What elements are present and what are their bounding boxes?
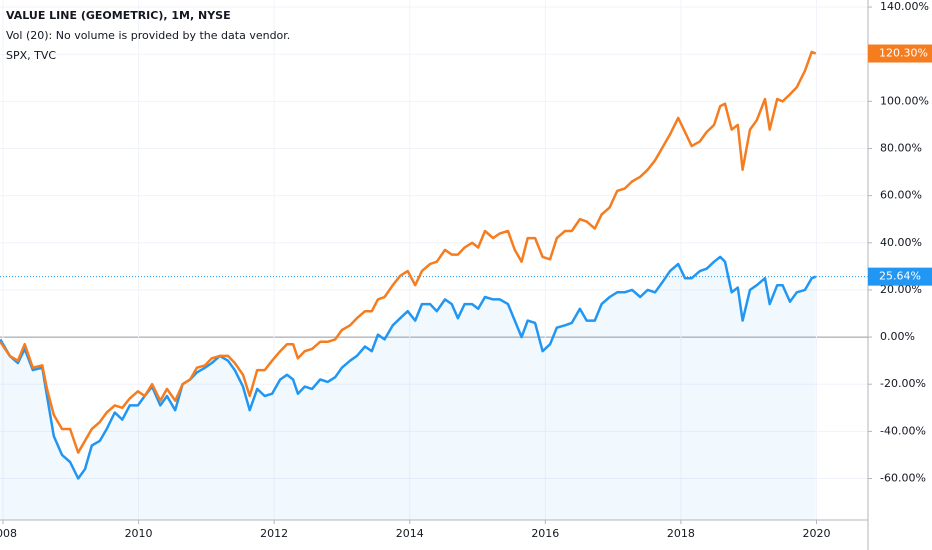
y-tick-label: -20.00%: [880, 377, 926, 390]
chart-title: VALUE LINE (GEOMETRIC), 1M, NYSE: [6, 9, 231, 22]
y-tick-label: -40.00%: [880, 424, 926, 437]
last-value-box: [868, 44, 932, 63]
x-tick-label: 2008: [0, 527, 17, 540]
line: [0, 50, 817, 454]
x-tick-label: 2018: [667, 527, 695, 540]
area: [0, 256, 816, 520]
y-tick-label: -60.00%: [880, 472, 926, 485]
x-tick-label: 2010: [125, 527, 153, 540]
y-tick-label: 80.00%: [880, 142, 922, 155]
x-tick-label: 2016: [531, 527, 559, 540]
legend-entry: SPX, TVC: [6, 49, 56, 62]
chart-subtitle: Vol (20): No volume is provided by the d…: [6, 29, 290, 42]
last-value-label: 120.30%: [879, 47, 928, 60]
x-tick-label: 2020: [802, 527, 830, 540]
y-tick-label: 0.00%: [880, 330, 915, 343]
x-tick-label: 2012: [260, 527, 288, 540]
y-tick-label: 140.00%: [880, 0, 929, 13]
last-value-box: [868, 267, 932, 286]
x-tick-label: 2014: [396, 527, 424, 540]
y-tick-label: 60.00%: [880, 189, 922, 202]
y-tick-label: 40.00%: [880, 236, 922, 249]
y-tick-label: 20.00%: [880, 283, 922, 296]
y-tick-label: 100.00%: [880, 94, 929, 107]
last-value-label: 25.64%: [879, 270, 921, 283]
